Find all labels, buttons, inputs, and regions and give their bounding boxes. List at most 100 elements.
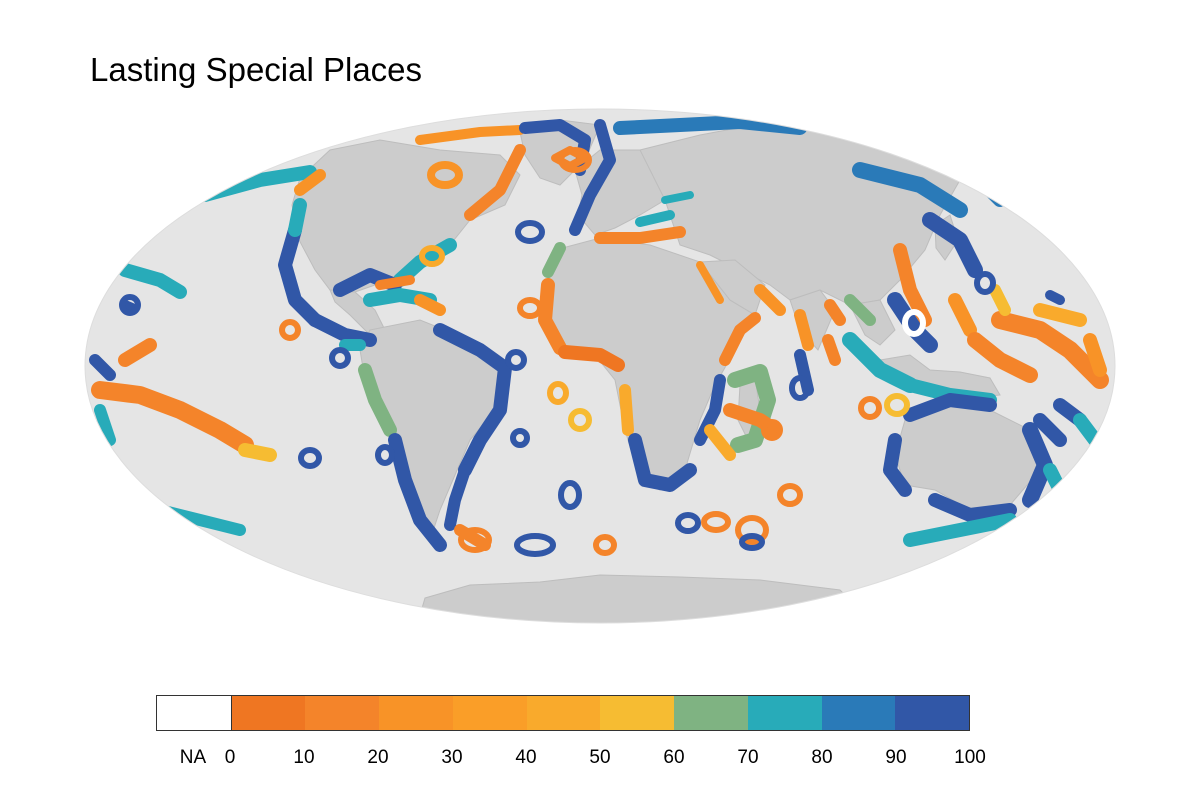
zone-fernando <box>505 349 527 371</box>
zone-marquesas <box>118 338 157 367</box>
zone-svalbard <box>558 147 592 173</box>
zone-polynesia <box>91 381 254 454</box>
legend-tick-labels: NA 0 10 20 30 40 50 60 70 80 90 100 <box>0 746 1200 776</box>
zone-wake <box>974 271 996 295</box>
zone-mozambique-channel <box>704 424 736 461</box>
zone-brazil <box>433 323 512 477</box>
zone-crozet <box>701 511 731 533</box>
zone-coral-triangle <box>967 332 1038 383</box>
zone-philippines <box>948 293 977 337</box>
legend-swatch-7 <box>747 696 822 730</box>
zone-australia-west <box>883 433 912 497</box>
legend-tick-label: 10 <box>293 747 315 768</box>
zone-india-west <box>794 309 814 351</box>
zone-hawaii-east <box>1045 290 1065 305</box>
zone-central-america-pacific <box>308 313 377 347</box>
zone-falklands <box>458 527 492 553</box>
legend-tick-label: 40 <box>515 747 537 768</box>
zone-andaman <box>822 334 841 366</box>
legend-tick-label: 0 <box>224 747 236 768</box>
zone-siberia <box>852 162 968 218</box>
zone-ascension <box>547 381 569 405</box>
zone-greenland-east <box>464 144 526 221</box>
zone-madagascar-south <box>723 403 782 437</box>
zone-marion <box>675 512 701 534</box>
zone-chile <box>388 433 447 552</box>
legend-tick-label: 80 <box>811 747 833 768</box>
color-legend <box>156 695 970 731</box>
page-title: Lasting Special Places <box>90 51 423 88</box>
zone-cape-verde <box>517 297 543 319</box>
zone-namibia <box>619 384 634 436</box>
zone-canada-west <box>288 198 307 237</box>
zone-gulf-thailand <box>902 309 926 337</box>
zone-south-china-sea <box>887 292 938 353</box>
legend-tick-label: 60 <box>663 747 685 768</box>
legend-swatch-9 <box>895 696 970 730</box>
zone-easter <box>298 447 322 469</box>
zone-new-zealand <box>1043 463 1077 547</box>
zone-bouvet <box>593 534 617 556</box>
zone-melanesia <box>991 311 1109 389</box>
globe-outline <box>84 108 1116 624</box>
zone-bermuda <box>419 245 445 267</box>
zone-mediterranean-east <box>635 210 675 227</box>
zone-tonga-west <box>94 404 116 446</box>
zone-christmas <box>858 396 882 420</box>
zone-clipperton <box>329 347 351 369</box>
zone-east-africa <box>719 312 761 366</box>
zone-sumatra <box>842 332 918 393</box>
legend-swatch-0 <box>231 696 306 730</box>
zone-revillagigedo <box>279 319 301 341</box>
zone-kiribati <box>1083 333 1107 377</box>
zone-red-sea <box>696 261 724 304</box>
zone-australia-north <box>903 393 997 422</box>
zone-madagascar <box>727 364 776 453</box>
zone-peru-chile <box>358 363 397 437</box>
legend-tick-label: 50 <box>589 747 611 768</box>
zone-west-africa <box>538 278 567 355</box>
zone-great-barrier-reef <box>1022 422 1053 508</box>
arabia <box>699 259 766 316</box>
zone-samoa <box>89 354 116 381</box>
legend-swatch-2 <box>379 696 453 730</box>
zone-japan <box>922 212 983 278</box>
legend-swatch-5 <box>600 696 675 730</box>
legend-tick-label: 90 <box>885 747 907 768</box>
legend-tick-label: 30 <box>441 747 463 768</box>
legend-swatch-1 <box>305 696 380 730</box>
legend-tick-label: 20 <box>367 747 389 768</box>
zone-south-georgia <box>514 533 556 557</box>
zone-cocos <box>884 393 910 417</box>
zone-tonga <box>1073 413 1102 447</box>
zone-st-helena <box>568 408 592 432</box>
zone-cuba <box>375 275 415 290</box>
zone-micronesia <box>1033 303 1087 327</box>
zone-australia-south <box>928 493 1017 522</box>
zone-hawaii <box>118 263 187 299</box>
zone-us-west <box>278 223 322 327</box>
zone-heard <box>739 533 765 551</box>
zone-amsterdam <box>777 483 803 507</box>
zone-canada-arctic <box>415 125 525 145</box>
zone-russia-arctic <box>613 115 807 135</box>
zone-southern-ocean-east <box>903 513 1017 547</box>
zone-mediterranean <box>594 226 686 244</box>
zone-india-east <box>824 299 846 326</box>
legend-swatch-4 <box>526 696 601 730</box>
legend-tick-label: 100 <box>954 747 986 768</box>
zone-china-coast <box>893 243 932 327</box>
zone-morocco <box>542 242 566 278</box>
zone-trindade <box>510 428 530 448</box>
zone-new-caledonia <box>1033 413 1067 447</box>
zone-chagos <box>789 375 811 401</box>
land <box>291 119 1041 623</box>
zone-kerguelen <box>735 515 769 545</box>
zone-south-africa <box>628 433 697 492</box>
zone-arabian-sea <box>754 284 786 316</box>
zone-pitcairn <box>238 443 277 462</box>
zone-venezuela <box>414 294 446 316</box>
legend-swatch-6 <box>674 696 748 730</box>
zone-tristan <box>558 480 582 510</box>
